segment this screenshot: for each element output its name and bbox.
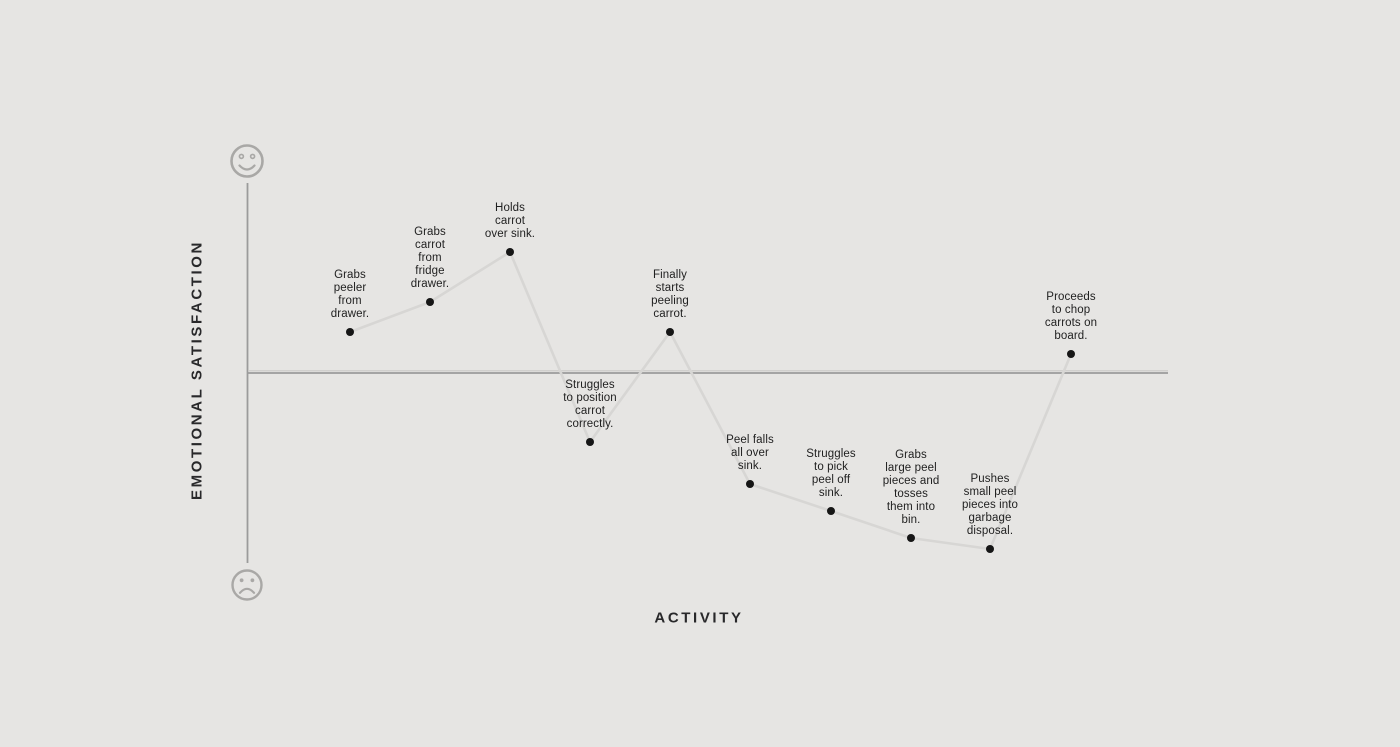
data-point-8: [907, 534, 915, 542]
journey-polyline: [349, 250, 1073, 551]
data-point-7: [827, 507, 835, 515]
data-point-4: [586, 438, 594, 446]
sad-face-left-eye: [239, 578, 244, 583]
sad-face-right-eye: [250, 578, 255, 583]
sad-face-outline: [231, 569, 263, 601]
data-point-2: [426, 298, 434, 306]
data-point-10: [1067, 350, 1075, 358]
happy-face-left-eye: [238, 153, 245, 160]
journey-points: [346, 248, 1075, 553]
happy-face-smile: [238, 164, 256, 171]
happy-face-icon: [230, 144, 264, 178]
data-point-9: [986, 545, 994, 553]
journey-line: [349, 250, 1073, 551]
x-axis-label: ACTIVITY: [654, 609, 744, 627]
data-point-1: [346, 328, 354, 336]
y-axis-label: EMOTIONAL SATISFACTION: [188, 240, 206, 500]
data-point-6: [746, 480, 754, 488]
happy-face-right-eye: [249, 153, 256, 160]
sad-face-icon: [231, 569, 263, 601]
happy-face-outline: [230, 144, 264, 178]
x-axis-line: [248, 370, 1168, 374]
data-point-5: [666, 328, 674, 336]
data-point-3: [506, 248, 514, 256]
sad-face-frown: [238, 587, 256, 594]
